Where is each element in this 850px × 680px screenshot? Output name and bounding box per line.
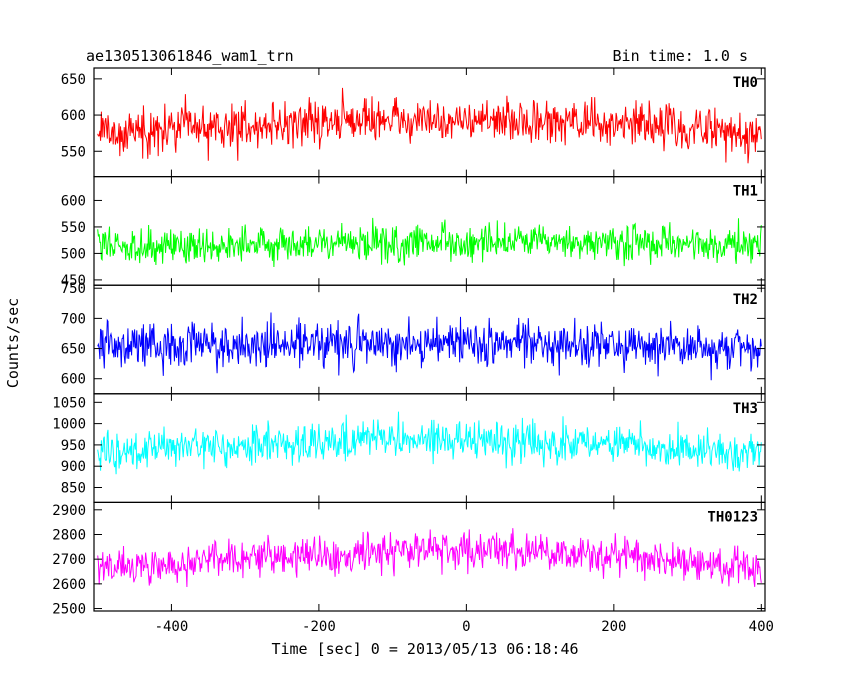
y-tick-label: 650	[61, 342, 86, 358]
y-tick-label: 2500	[52, 602, 86, 618]
y-tick-label: 600	[61, 193, 86, 209]
y-tick-label: 2600	[52, 577, 86, 593]
series-trace-th2	[97, 312, 762, 381]
chart-title-right: Bin time: 1.0 s	[613, 47, 748, 65]
y-tick-label: 2800	[52, 527, 86, 543]
panels-group: 550 600 650 TH0 450 500 550 600 TH1 600 650 700 750 T…	[52, 67, 774, 635]
panel-label-th3: TH3	[733, 401, 758, 417]
y-tick-label: 700	[61, 311, 86, 327]
panel-label-th0: TH0	[733, 75, 758, 91]
series-trace-th0	[97, 87, 762, 164]
x-tick-label: -200	[302, 619, 336, 635]
y-tick-label: 450	[61, 273, 86, 289]
y-tick-label: 750	[61, 281, 86, 297]
x-axis-label: Time [sec] 0 = 2013/05/13 06:18:46	[271, 640, 578, 658]
series-trace-th1	[97, 217, 762, 268]
y-tick-label: 2900	[52, 503, 86, 519]
chart-title-left: ae130513061846_wam1_trn	[86, 47, 294, 65]
panel-label-th0123: TH0123	[707, 509, 758, 525]
y-tick-label: 1000	[52, 417, 86, 433]
x-tick-label: -400	[155, 619, 189, 635]
y-axis-label: Counts/sec	[4, 298, 22, 388]
x-tick-label: 200	[601, 619, 626, 635]
y-tick-label: 500	[61, 246, 86, 262]
y-tick-label: 550	[61, 144, 86, 160]
y-tick-label: 600	[61, 108, 86, 124]
panel-frame-th0123	[93, 501, 766, 612]
y-tick-label: 550	[61, 220, 86, 236]
series-trace-th3	[97, 411, 762, 475]
y-tick-label: 850	[61, 480, 86, 496]
series-trace-th0123	[97, 528, 762, 588]
x-tick-label: 0	[462, 619, 470, 635]
y-tick-label: 1050	[52, 395, 86, 411]
panel-label-th2: TH2	[733, 292, 758, 308]
y-tick-label: 950	[61, 438, 86, 454]
x-tick-label: 400	[749, 619, 774, 635]
panel-label-th1: TH1	[733, 184, 758, 200]
y-tick-label: 2700	[52, 552, 86, 568]
y-tick-label: 600	[61, 372, 86, 388]
y-tick-label: 900	[61, 459, 86, 475]
y-tick-label: 650	[61, 72, 86, 88]
